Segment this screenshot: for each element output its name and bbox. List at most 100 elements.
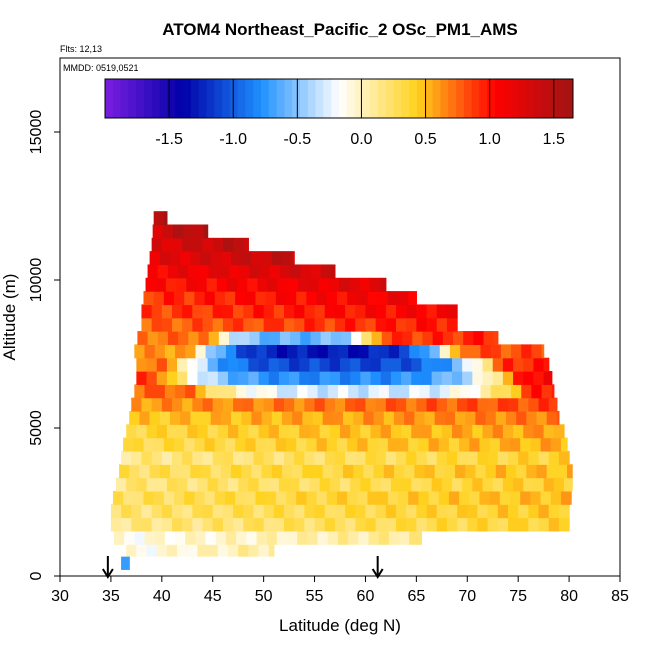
- heatmap-cell: [358, 344, 370, 359]
- heatmap-cell: [297, 530, 309, 545]
- heatmap-cell: [348, 384, 359, 399]
- heatmap-cell: [263, 304, 275, 319]
- heatmap-cell: [165, 277, 177, 292]
- heatmap-cell: [185, 344, 197, 359]
- heatmap-cell: [377, 437, 389, 452]
- heatmap-cell: [332, 410, 344, 425]
- heatmap-cell: [154, 384, 166, 399]
- heatmap-cell: [523, 477, 535, 492]
- x-tick-label: 55: [306, 588, 324, 605]
- heatmap-cell: [513, 357, 524, 372]
- heatmap-cell: [347, 490, 358, 505]
- heatmap-cell: [222, 237, 234, 252]
- heatmap-cell: [518, 397, 529, 412]
- heatmap-cell: [194, 437, 206, 452]
- heatmap-cell: [349, 277, 360, 292]
- colorbar-swatch: [456, 79, 465, 118]
- heatmap-cell: [113, 530, 125, 545]
- heatmap-cell: [388, 344, 400, 359]
- heatmap-cell: [281, 464, 293, 479]
- heatmap-cell: [161, 237, 173, 252]
- heatmap-cell: [153, 490, 165, 505]
- colorbar-swatch: [479, 79, 488, 118]
- heatmap-cell: [558, 504, 570, 519]
- heatmap-cell: [156, 542, 168, 557]
- heatmap-cell: [263, 397, 275, 412]
- colorbar-swatch: [471, 79, 480, 118]
- heatmap-cell: [421, 477, 433, 492]
- heatmap-cell: [375, 504, 387, 519]
- heatmap-cell: [215, 344, 227, 359]
- heatmap-cell: [202, 517, 214, 532]
- colorbar-swatch: [463, 79, 473, 118]
- heatmap-cell: [533, 424, 545, 439]
- heatmap-cell: [222, 517, 234, 532]
- heatmap-cell: [294, 517, 305, 532]
- heatmap-cell: [460, 384, 471, 399]
- heatmap-cell: [231, 410, 242, 425]
- heatmap-cell: [180, 251, 191, 266]
- heatmap-cell: [327, 530, 339, 545]
- heatmap-cell: [233, 304, 244, 319]
- heatmap-cell: [426, 317, 438, 332]
- heatmap-cell: [141, 304, 153, 319]
- heatmap-cell: [186, 277, 198, 292]
- heatmap-cell: [462, 357, 473, 372]
- heatmap-cell: [396, 504, 407, 519]
- heatmap-cell: [492, 477, 504, 492]
- heatmap-cell: [182, 317, 193, 332]
- heatmap-cell: [368, 384, 380, 399]
- colorbar-swatch: [198, 79, 207, 118]
- heatmap-cell: [385, 504, 397, 519]
- heatmap-cell: [538, 517, 550, 532]
- heatmap-cell: [472, 477, 484, 492]
- colorbar-swatch: [331, 79, 340, 118]
- heatmap-cell: [538, 450, 550, 465]
- heatmap-cell: [418, 490, 430, 505]
- heatmap-cell: [370, 371, 382, 385]
- heatmap-cell: [220, 464, 232, 479]
- heatmap-cell: [175, 384, 186, 399]
- heatmap-cell: [528, 450, 540, 465]
- heatmap-cell: [396, 317, 407, 332]
- heatmap-cell: [334, 304, 346, 319]
- heatmap-cell: [446, 450, 458, 465]
- heatmap-cell: [253, 517, 265, 532]
- heatmap-cell: [126, 477, 137, 492]
- heatmap-cell: [439, 344, 451, 359]
- heatmap-cell: [546, 464, 558, 479]
- y-tick-label: 10000: [28, 258, 45, 303]
- heatmap-cell: [365, 397, 377, 412]
- heatmap-cell: [185, 384, 197, 399]
- heatmap-cell: [385, 304, 397, 319]
- colorbar-swatch: [385, 79, 395, 118]
- heatmap-cell: [470, 384, 482, 399]
- heatmap-cell: [365, 517, 377, 532]
- heatmap-cell: [121, 556, 130, 570]
- heatmap-cell: [141, 517, 153, 532]
- heatmap-cell: [286, 490, 297, 505]
- heatmap-cell: [446, 304, 458, 319]
- heatmap-cell: [200, 410, 212, 425]
- heatmap-cell: [248, 424, 260, 439]
- colorbar: [104, 78, 574, 119]
- heatmap-cell: [502, 477, 514, 492]
- colorbar-tick-label: 0.5: [414, 131, 436, 148]
- latitude-arrow: [102, 556, 114, 579]
- heatmap-cell: [194, 490, 206, 505]
- heatmap-cell: [134, 384, 146, 399]
- heatmap-cell: [434, 464, 446, 479]
- heatmap-cell: [292, 251, 295, 266]
- heatmap-cell: [357, 490, 369, 505]
- heatmap-cell: [391, 331, 403, 345]
- heatmap-cell: [551, 384, 555, 399]
- heatmap-cell: [278, 424, 290, 439]
- heatmap-cell: [177, 371, 188, 385]
- x-tick-label: 50: [255, 588, 273, 605]
- heatmap-cell: [136, 357, 148, 372]
- heatmap-cell: [378, 384, 390, 399]
- y-axis-label: Altitude (m): [0, 274, 19, 361]
- heatmap-cell: [340, 477, 351, 492]
- heatmap-cell: [238, 371, 249, 385]
- heatmap-cell: [387, 490, 399, 505]
